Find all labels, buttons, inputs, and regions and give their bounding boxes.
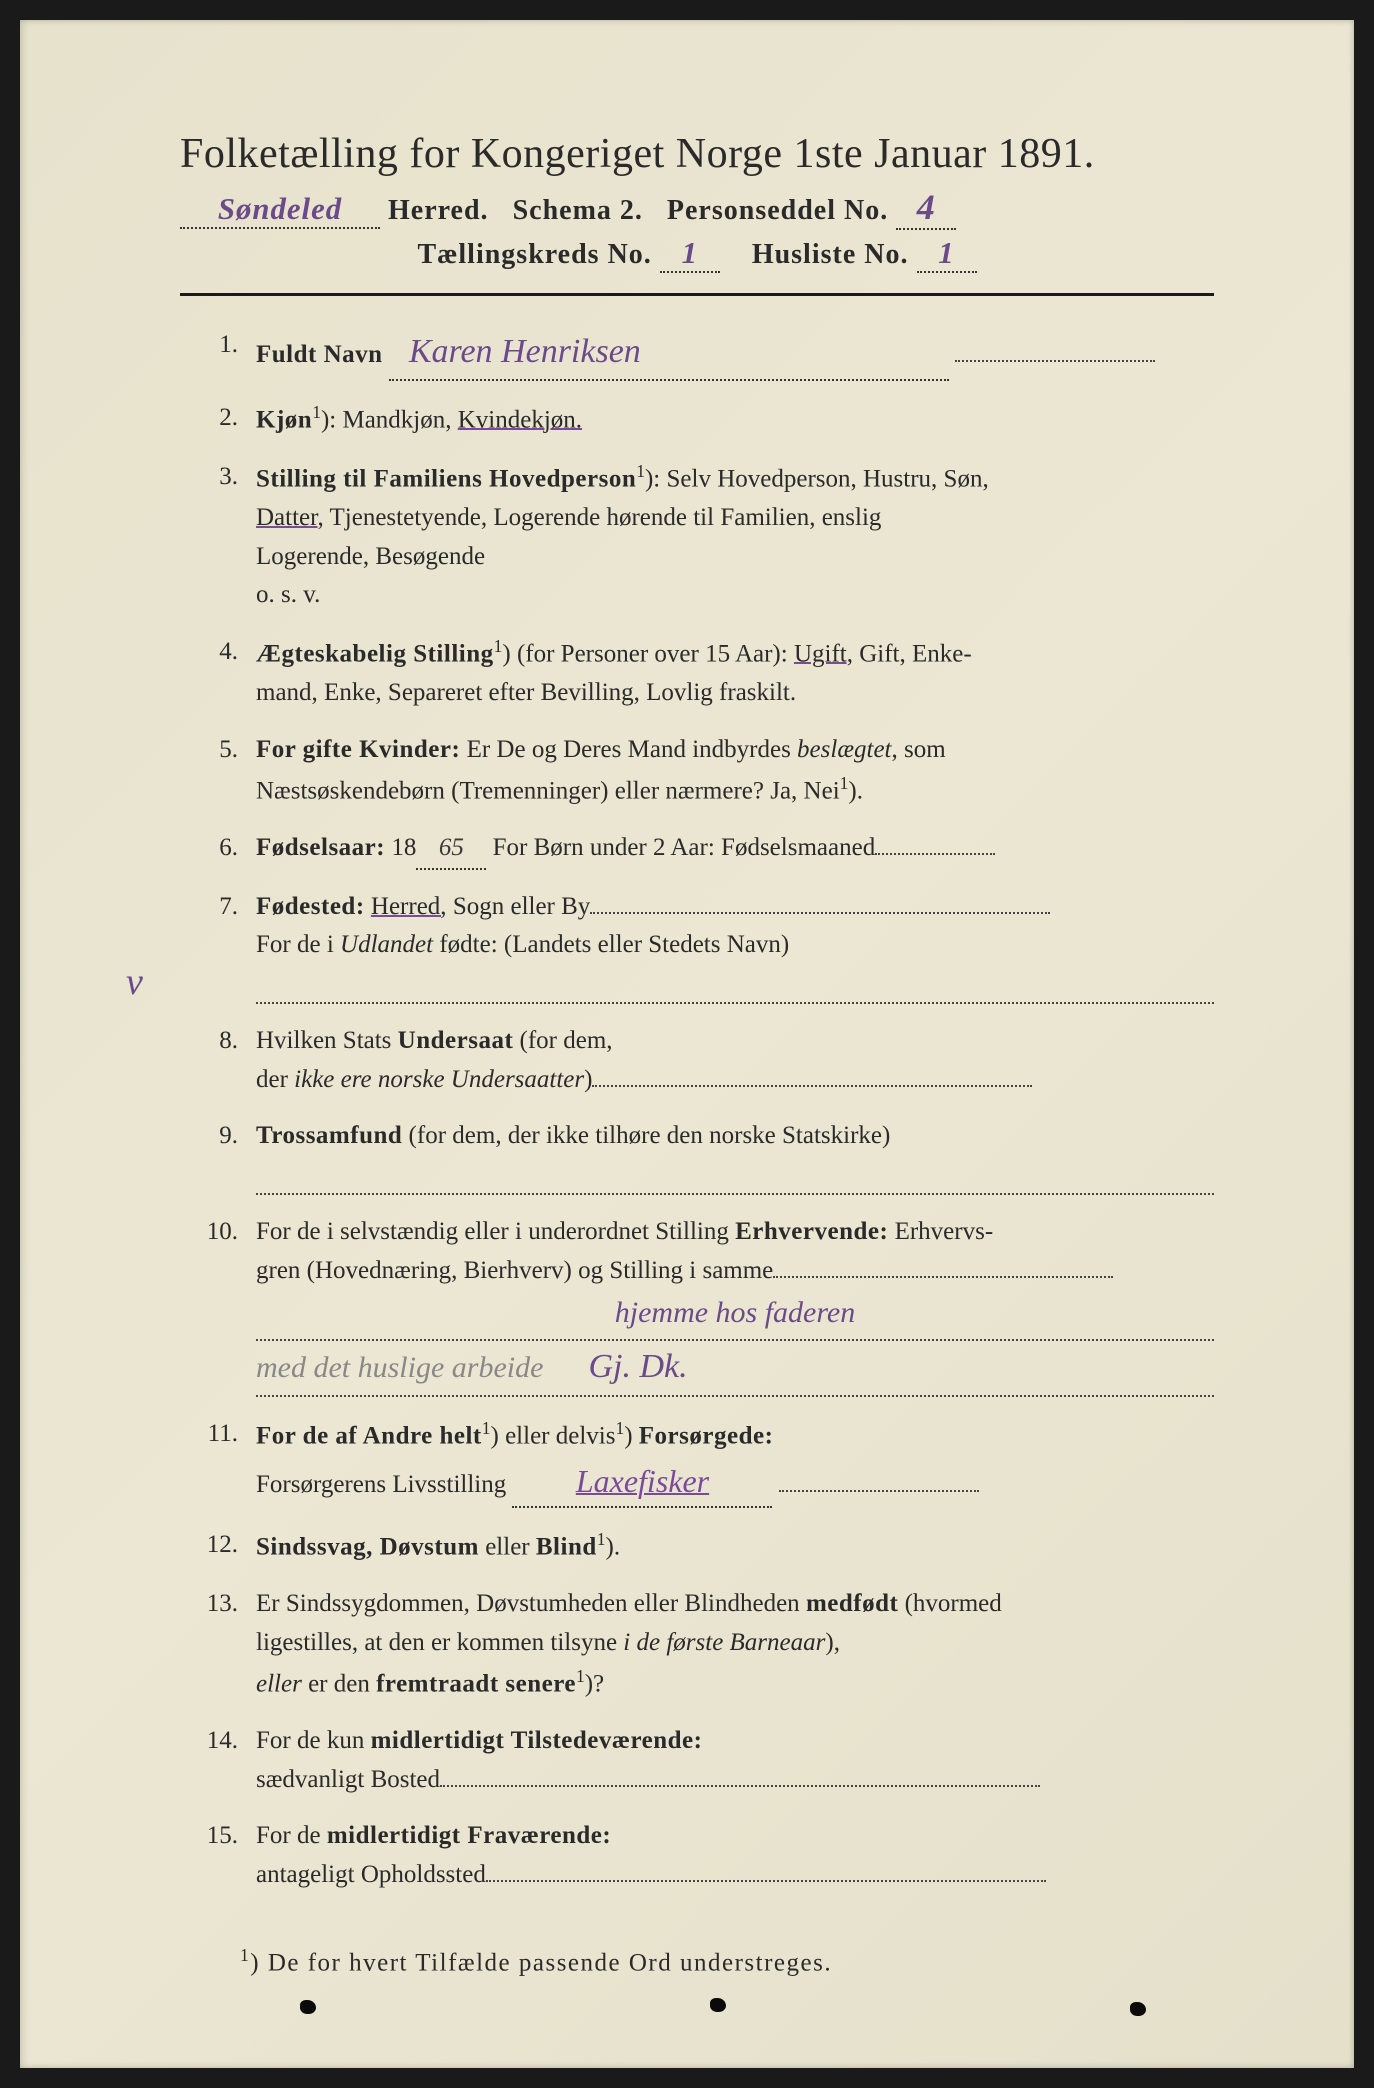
- form-header: Folketælling for Kongeriget Norge 1ste J…: [180, 130, 1214, 273]
- item-12: 12. Sindssvag, Døvstum eller Blind1).: [200, 1526, 1214, 1567]
- item-8: 8. Hvilken Stats Undersaat (for dem, der…: [200, 1022, 1214, 1100]
- item-num: 12.: [200, 1526, 256, 1567]
- erhvervende-label: Erhvervende:: [735, 1218, 888, 1245]
- item-11: 11. For de af Andre helt1) eller delvis1…: [200, 1415, 1214, 1508]
- item-num: 2.: [200, 399, 256, 440]
- husliste-label: Husliste No.: [752, 239, 909, 270]
- item-2: 2. Kjøn1): Mandkjøn, Kvindekjøn.: [200, 399, 1214, 440]
- schema-label: Schema 2.: [513, 195, 643, 226]
- item-num: 10.: [200, 1213, 256, 1398]
- item-num: 14.: [200, 1722, 256, 1800]
- header-line-2: Søndeled Herred. Schema 2. Personseddel …: [180, 186, 1214, 230]
- item-num: 4.: [200, 633, 256, 713]
- item-4: 4. Ægteskabelig Stilling1) (for Personer…: [200, 633, 1214, 713]
- aegteskab-selected: Ugift,: [794, 640, 853, 667]
- binding-hole: [300, 2000, 316, 2014]
- kjon-selected: Kvindekjøn.: [458, 406, 582, 433]
- item-num: 7.: [200, 888, 256, 1004]
- forsorgede-label: Forsørgede:: [639, 1423, 774, 1450]
- header-line-3: Tællingskreds No. 1 Husliste No. 1: [180, 236, 1214, 273]
- trossamfund-blank: [256, 1165, 1214, 1195]
- item-9: 9. Trossamfund (for dem, der ikke tilhør…: [200, 1117, 1214, 1195]
- item-7: 7. Fødested: Herred, Sogn eller By For d…: [200, 888, 1214, 1004]
- fuldt-navn-value: Karen Henriksen: [389, 326, 949, 381]
- item-num: 6.: [200, 829, 256, 870]
- binding-hole: [710, 1998, 726, 2012]
- item-num: 13.: [200, 1585, 256, 1704]
- fodselsaar-label: Fødselsaar:: [256, 834, 385, 861]
- footnote: 1) De for hvert Tilfælde passende Ord un…: [180, 1945, 1214, 1977]
- undersaat-label: Undersaat: [398, 1027, 514, 1054]
- gifte-kvinder-label: For gifte Kvinder:: [256, 736, 460, 763]
- aegteskab-label: Ægteskabelig Stilling: [256, 640, 494, 667]
- item-num: 5.: [200, 731, 256, 811]
- kjon-label: Kjøn: [256, 406, 312, 433]
- tilstedevaerende-label: midlertidigt Tilstedeværende:: [371, 1727, 703, 1754]
- item-10: 10. For de i selvstændig eller i underor…: [200, 1213, 1214, 1398]
- erhverv-hw-2: med det huslige arbeide Gj. Dk.: [256, 1341, 1214, 1398]
- fuldt-navn-label: Fuldt Navn: [256, 341, 383, 368]
- fodested-blank: [256, 974, 1214, 1004]
- item-num: 9.: [200, 1117, 256, 1195]
- census-form-page: Folketælling for Kongeriget Norge 1ste J…: [20, 20, 1354, 2068]
- fravaerende-label: midlertidigt Fraværende:: [327, 1822, 611, 1849]
- item-6: 6. Fødselsaar: 1865 For Børn under 2 Aar…: [200, 829, 1214, 870]
- form-title: Folketælling for Kongeriget Norge 1ste J…: [180, 130, 1214, 178]
- item-3: 3. Stilling til Familiens Hovedperson1):…: [200, 458, 1214, 615]
- fodested-selected: Herred,: [371, 893, 447, 920]
- stilling-label: Stilling til Familiens Hovedperson: [256, 465, 636, 492]
- personseddel-label: Personseddel No.: [667, 195, 888, 226]
- herred-label: Herred.: [388, 195, 489, 226]
- item-num: 1.: [200, 326, 256, 381]
- item-13: 13. Er Sindssygdommen, Døvstumheden elle…: [200, 1585, 1214, 1704]
- item-14: 14. For de kun midlertidigt Tilstedevære…: [200, 1722, 1214, 1800]
- fodested-label: Fødested:: [256, 893, 365, 920]
- forsorger-value: Laxefisker: [512, 1457, 772, 1509]
- fodselsaar-value: 65: [416, 829, 486, 870]
- header-divider: [180, 293, 1214, 296]
- item-num: 3.: [200, 458, 256, 615]
- item-num: 8.: [200, 1022, 256, 1100]
- item-5: 5. For gifte Kvinder: Er De og Deres Man…: [200, 731, 1214, 811]
- binding-hole: [1130, 2002, 1146, 2016]
- stilling-selected: Datter: [256, 504, 317, 531]
- trossamfund-label: Trossamfund: [256, 1122, 402, 1149]
- item-num: 11.: [200, 1415, 256, 1508]
- tellingskreds-label: Tællingskreds No.: [417, 239, 651, 270]
- margin-annotation: v: [126, 960, 143, 1004]
- herred-value: Søndeled: [180, 192, 380, 229]
- form-items: 1. Fuldt Navn Karen Henriksen 2. Kjøn1):…: [180, 326, 1214, 1895]
- item-num: 15.: [200, 1817, 256, 1895]
- husliste-no: 1: [917, 236, 977, 273]
- item-15: 15. For de midlertidigt Fraværende: anta…: [200, 1817, 1214, 1895]
- personseddel-no: 4: [896, 186, 956, 230]
- erhverv-hw-1: hjemme hos faderen: [256, 1290, 1214, 1341]
- item-1: 1. Fuldt Navn Karen Henriksen: [200, 326, 1214, 381]
- tellingskreds-no: 1: [660, 236, 720, 273]
